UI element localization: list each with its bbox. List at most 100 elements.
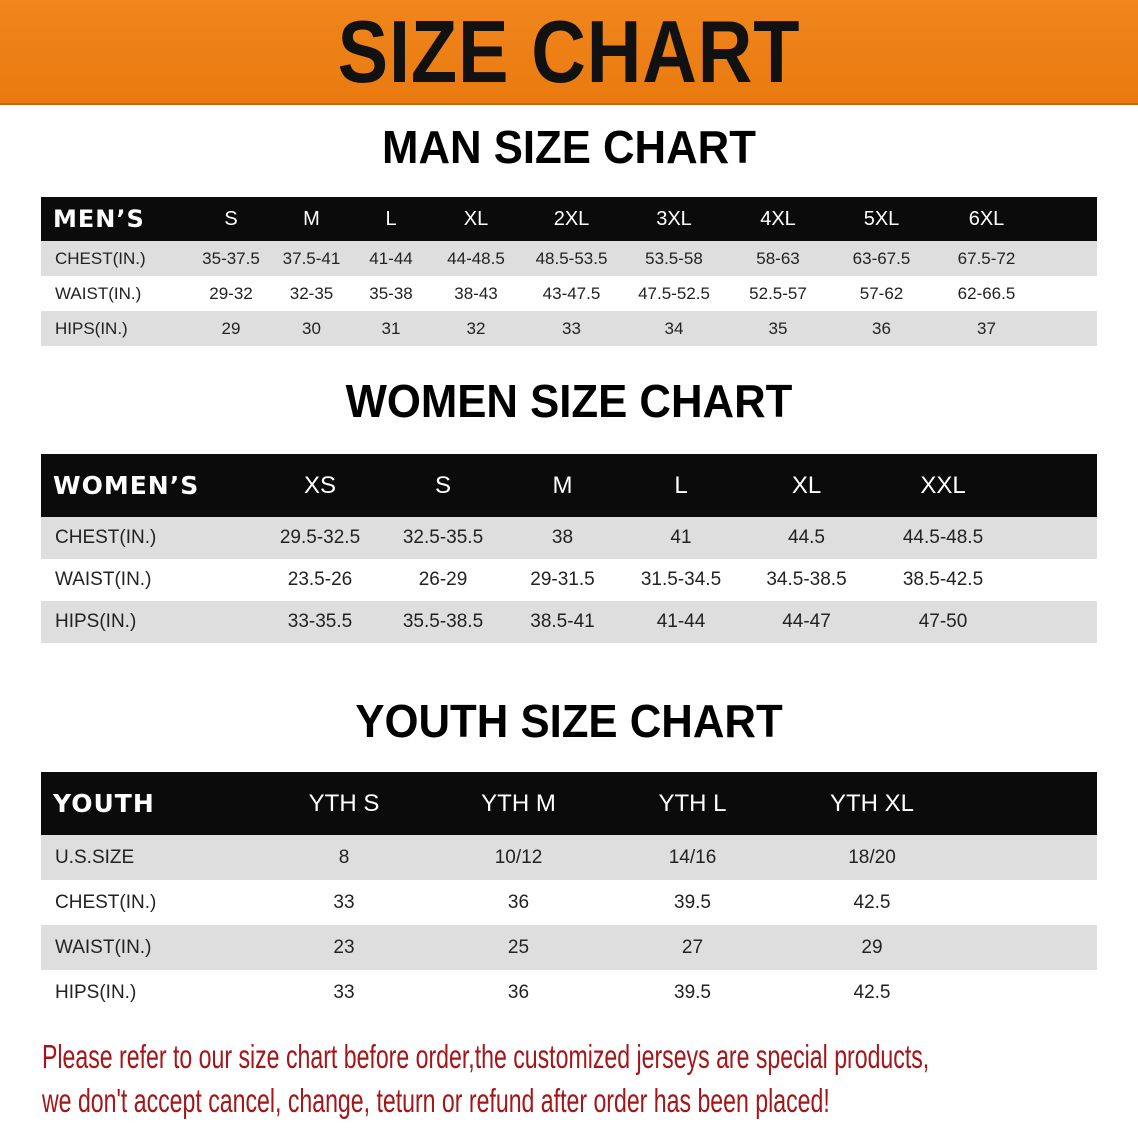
table-row: WAIST(IN.) 23.5-26 26-29 29-31.5 31.5-34.5 34… <box>41 559 1097 601</box>
table-cell: 23 <box>333 936 355 958</box>
table-cell: 32 <box>466 318 486 338</box>
table-cell: 36 <box>872 318 891 338</box>
table-cell: 62-66.5 <box>957 283 1016 303</box>
table-cell: 38.5-41 <box>530 611 595 632</box>
table-cell: 42.5 <box>853 891 891 913</box>
size-column-header: 5XL <box>863 207 900 230</box>
table-cell: 42.5 <box>853 981 891 1003</box>
table-cell: 33 <box>562 318 581 338</box>
table-cell: 57-62 <box>859 283 904 303</box>
size-column-header: M <box>303 207 320 230</box>
table-cell: 39.5 <box>674 981 711 1003</box>
table-row: U.S.SIZE 8 10/12 14/16 18/20 <box>41 835 1097 880</box>
size-column-header: YTH M <box>481 789 556 817</box>
table-row: HIPS(IN.) 33-35.5 35.5-38.5 38.5-41 41-44 44-… <box>41 601 1097 643</box>
table-row: WAIST(IN.) 29-32 32-35 35-38 38-43 43-47.5 47.… <box>41 276 1097 311</box>
table-cell: 41 <box>670 527 692 548</box>
women-size-table: WOMEN’S XS S M L XL XXL CHEST(IN.) 29.5-32.5 32.5… <box>41 454 1097 643</box>
table-cell: 34 <box>664 318 684 338</box>
table-group-label: YOUTH <box>53 789 155 818</box>
table-cell: 41-44 <box>369 248 413 268</box>
table-cell: 48.5-53.5 <box>535 248 608 268</box>
table-cell: 37 <box>977 318 996 338</box>
table-cell: 38 <box>551 527 574 548</box>
row-label: WAIST(IN.) <box>55 283 142 303</box>
size-column-header: 2XL <box>553 207 590 230</box>
table-cell: 23.5-26 <box>287 569 353 590</box>
table-cell: 53.5-58 <box>645 248 703 268</box>
table-cell: 31 <box>381 318 401 338</box>
size-column-header: S <box>434 471 451 499</box>
row-label: CHEST(IN.) <box>55 891 157 913</box>
row-label: HIPS(IN.) <box>55 981 137 1003</box>
size-column-header: YTH XL <box>829 789 915 817</box>
table-cell: 18/20 <box>848 846 896 868</box>
size-column-header: 6XL <box>968 207 1005 230</box>
size-column-header: XS <box>303 471 336 499</box>
policy-note-line-1: Please refer to our size chart before or… <box>42 1038 930 1075</box>
table-cell: 29 <box>221 318 241 338</box>
table-cell: 36 <box>507 981 530 1003</box>
table-cell: 35 <box>768 318 788 338</box>
table-cell: 39.5 <box>674 891 711 913</box>
table-cell: 25 <box>507 936 530 958</box>
title-banner: SIZE CHART <box>0 0 1138 105</box>
table-group-label: MEN’S <box>53 205 145 233</box>
table-row: CHEST(IN.) 35-37.5 37.5-41 41-44 44-48.5 48.5… <box>41 241 1097 276</box>
row-label-cell: WAIST(IN.) <box>41 284 190 304</box>
table-cell: 35-38 <box>369 283 413 303</box>
men-size-table: MEN’S S M L XL 2XL 3XL 4XL 5XL 6XL CHEST(IN.) 35-37… <box>41 197 1097 346</box>
row-label-cell: WAIST(IN.) <box>41 937 256 959</box>
policy-note-line-2: we don't accept cancel, change, teturn o… <box>42 1082 830 1119</box>
table-cell: 33-35.5 <box>287 611 353 632</box>
table-row: HIPS(IN.) 29 30 31 32 33 34 35 36 37 <box>41 311 1097 346</box>
table-cell: 35.5-38.5 <box>402 611 484 632</box>
row-label: CHEST(IN.) <box>55 248 146 268</box>
table-cell: 32-35 <box>289 283 334 303</box>
size-column-header: XXL <box>920 471 966 499</box>
row-label-cell: CHEST(IN.) <box>41 527 258 549</box>
size-column-header: YTH L <box>658 789 727 817</box>
table-cell: 67.5-72 <box>957 248 1016 268</box>
row-label-cell: WAIST(IN.) <box>41 569 258 591</box>
table-cell: 47-50 <box>918 611 968 632</box>
row-label: HIPS(IN.) <box>55 611 137 632</box>
size-column-header: L <box>674 471 688 499</box>
table-row: WAIST(IN.) 23 25 27 29 <box>41 925 1097 970</box>
table-cell: 10/12 <box>494 846 543 868</box>
table-cell: 31.5-34.5 <box>640 569 722 590</box>
table-row: CHEST(IN.) 33 36 39.5 42.5 <box>41 880 1097 925</box>
table-cell: 63-67.5 <box>852 248 911 268</box>
table-cell: 29-32 <box>209 283 253 303</box>
row-label-cell: CHEST(IN.) <box>41 892 256 914</box>
row-label-cell: HIPS(IN.) <box>41 982 256 1004</box>
table-header-row: WOMEN’S XS S M L XL XXL <box>41 454 1097 517</box>
size-column-header: S <box>224 207 238 230</box>
size-column-header: YTH S <box>308 789 380 817</box>
table-cell: 27 <box>681 936 704 958</box>
table-cell: 44-48.5 <box>447 248 505 268</box>
size-column-header: 3XL <box>656 207 692 230</box>
size-column-header: XL <box>791 471 822 499</box>
table-row: HIPS(IN.) 33 36 39.5 42.5 <box>41 970 1097 1015</box>
table-cell: 29-31.5 <box>530 569 595 590</box>
men-section-title: MAN SIZE CHART <box>382 121 756 173</box>
table-cell: 29.5-32.5 <box>279 527 361 548</box>
table-header-row: YOUTH YTH S YTH M YTH L YTH XL <box>41 772 1097 835</box>
table-cell: 35-37.5 <box>202 248 260 268</box>
row-label-cell: HIPS(IN.) <box>41 611 258 633</box>
row-label: HIPS(IN.) <box>55 318 128 338</box>
table-cell: 43-47.5 <box>542 283 601 303</box>
size-column-header: 4XL <box>760 207 796 230</box>
table-cell: 44-47 <box>782 611 831 632</box>
table-cell: 29 <box>861 936 883 958</box>
table-group-label: WOMEN’S <box>53 471 200 500</box>
size-column-header: XL <box>463 207 489 230</box>
table-cell: 37.5-41 <box>282 248 341 268</box>
table-cell: 33 <box>333 981 355 1003</box>
women-section-title: WOMEN SIZE CHART <box>345 375 793 427</box>
row-label: CHEST(IN.) <box>55 527 157 548</box>
row-label-cell: CHEST(IN.) <box>41 249 190 269</box>
table-cell: 58-63 <box>756 248 800 268</box>
table-cell: 32.5-35.5 <box>402 527 484 548</box>
